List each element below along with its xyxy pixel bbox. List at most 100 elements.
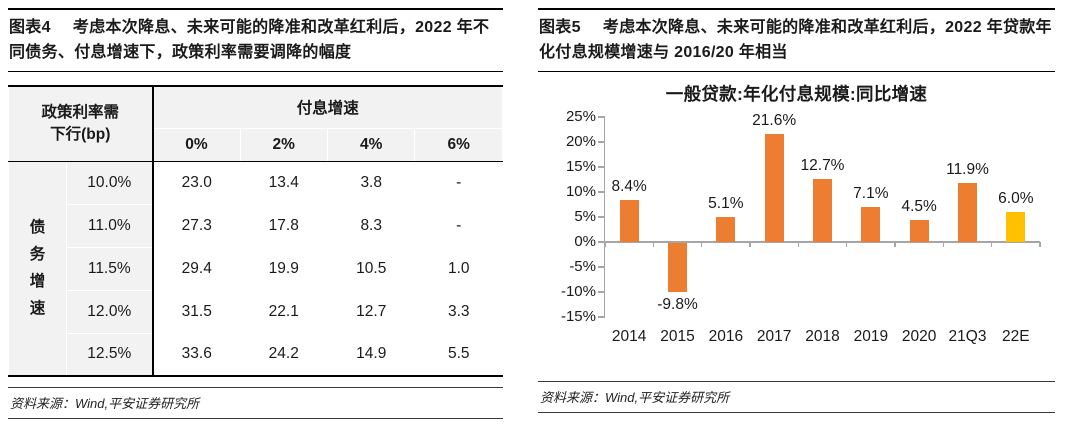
row-label: 10.0%: [65, 160, 154, 205]
bar-22E: [1006, 212, 1026, 242]
table-cell: -: [414, 161, 503, 204]
figure4-title: 图表4 考虑本次降息、未来可能的降准和改革红利后，2022 年不同债务、付息增速下…: [8, 8, 503, 72]
x-axis-line: [605, 241, 1040, 243]
table-cell: 14.9: [327, 333, 415, 376]
figure5-title-text: 考虑本次降息、未来可能的降准和改革红利后，2022 年贷款年化付息规模增速与 2…: [539, 19, 1052, 61]
col-header-0: 0%: [152, 127, 241, 162]
x-category-label: 2016: [708, 328, 744, 345]
table-cell: 33.6: [152, 333, 240, 376]
row-group-label: 债务增速: [8, 160, 67, 377]
x-tick: [894, 242, 896, 247]
x-tick: [749, 242, 751, 247]
x-tick: [1039, 242, 1041, 247]
figure5-label: 图表5: [539, 19, 581, 36]
bar-2020: [909, 219, 929, 242]
row-label: 11.5%: [65, 246, 154, 291]
table-cell: 17.8: [240, 204, 328, 247]
col-group-header: 付息增速: [152, 85, 503, 129]
table-cell: 5.5: [414, 333, 503, 376]
y-tick-label: 15%: [565, 158, 596, 175]
x-tick: [990, 242, 993, 247]
table-cell: -: [414, 204, 503, 247]
x-category-label: 2020: [901, 328, 937, 345]
bar-value-label: 12.7%: [800, 156, 845, 174]
col-header-1: 2%: [239, 127, 328, 162]
table-cell: 29.4: [152, 247, 240, 290]
table-cell: 13.4: [240, 161, 328, 204]
x-tick: [942, 242, 945, 247]
x-tick: [797, 242, 800, 247]
bar-21Q3: [958, 182, 977, 242]
corner-header: 政策利率需 下行(bp): [7, 85, 154, 162]
y-tick-label: 0%: [574, 233, 596, 250]
y-tick: [598, 241, 605, 243]
x-category-label: 2018: [805, 328, 840, 345]
table-cell: 10.5: [327, 247, 415, 290]
table-cell: 24.2: [240, 333, 328, 376]
y-tick-label: -10%: [560, 283, 596, 300]
bar-value-label: 4.5%: [901, 197, 937, 215]
bar-value-label: 21.6%: [752, 112, 797, 129]
y-tick-label: -5%: [569, 258, 596, 275]
table-cell: 22.1: [240, 290, 328, 333]
x-tick: [652, 242, 655, 247]
y-tick: [598, 141, 605, 143]
table-cell: 3.8: [327, 161, 415, 204]
bar-value-label: -9.8%: [657, 296, 698, 313]
bar-2018: [813, 178, 832, 242]
table-cell: 12.7: [327, 290, 415, 333]
bar-2015: [668, 242, 687, 292]
table-cell: 19.9: [240, 247, 328, 290]
figure4-label: 图表4: [9, 19, 51, 36]
x-category-label: 2017: [756, 328, 792, 345]
x-category-label: 2014: [611, 328, 647, 345]
bar-value-label: 5.1%: [708, 194, 744, 212]
row-label: 12.0%: [65, 289, 154, 334]
figure5-title: 图表5 考虑本次降息、未来可能的降准和改革红利后，2022 年贷款年化付息规模增速…: [538, 8, 1055, 72]
table-cell: 23.0: [152, 161, 240, 204]
x-category-label: 2015: [660, 328, 695, 345]
y-tick-label: 10%: [565, 183, 596, 200]
corner-header-line1: 政策利率需: [41, 103, 120, 121]
y-tick: [598, 266, 605, 268]
chart-title: 一般贷款:年化付息规模:同比增速: [665, 84, 928, 104]
figure5-source: 资料来源：Wind,平安证券研究所: [538, 381, 1055, 413]
policy-rate-table: 政策利率需 下行(bp) 付息增速 0% 2% 4% 6% 债务增速 10.0%: [7, 85, 503, 377]
bar-value-label: 11.9%: [946, 160, 989, 178]
y-tick: [598, 291, 605, 293]
table-cell: 27.3: [152, 204, 240, 247]
y-tick-label: 25%: [565, 108, 596, 125]
x-category-label: 2019: [853, 328, 889, 345]
y-tick: [598, 116, 605, 118]
col-header-3: 6%: [414, 127, 503, 162]
bar-2019: [861, 206, 881, 242]
row-label: 11.0%: [65, 203, 154, 248]
bar-2014: [619, 200, 639, 242]
figure4-title-text: 考虑本次降息、未来可能的降准和改革红利后，2022 年不同债务、付息增速下，政策…: [9, 19, 490, 61]
y-tick: [598, 316, 605, 318]
y-tick: [598, 191, 605, 193]
figure5-panel: 图表5 考虑本次降息、未来可能的降准和改革红利后，2022 年贷款年化付息规模增速…: [538, 8, 1055, 419]
bar-chart: 一般贷款:年化付息规模:同比增速 25% 20% 15% 10% 5% 0% -5% -10%…: [538, 74, 1055, 371]
corner-header-line2: 下行(bp): [50, 125, 111, 143]
figure4-table-wrap: 政策利率需 下行(bp) 付息增速 0% 2% 4% 6% 债务增速 10.0%: [7, 85, 503, 377]
table-cell: 3.3: [414, 290, 503, 333]
y-tick: [598, 166, 605, 168]
figure4-panel: 图表4 考虑本次降息、未来可能的降准和改革红利后，2022 年不同债务、付息增速下…: [7, 8, 503, 419]
y-tick-label: 20%: [565, 133, 596, 150]
table-cell: 31.5: [152, 290, 240, 333]
x-tick: [604, 242, 606, 247]
bar-value-label: 7.1%: [853, 184, 889, 202]
bar-2017: [764, 134, 784, 242]
row-label: 12.5%: [65, 332, 154, 377]
bar-value-label: 6.0%: [998, 190, 1034, 207]
col-header-2: 4%: [326, 127, 416, 162]
y-tick-label: -15%: [560, 308, 596, 325]
x-category-label: 21Q3: [948, 328, 987, 345]
x-category-label: 22E: [1002, 328, 1030, 345]
table-cell: 8.3: [327, 204, 415, 247]
bar-2016: [716, 216, 736, 242]
x-tick: [700, 242, 703, 247]
y-tick: [598, 216, 605, 218]
